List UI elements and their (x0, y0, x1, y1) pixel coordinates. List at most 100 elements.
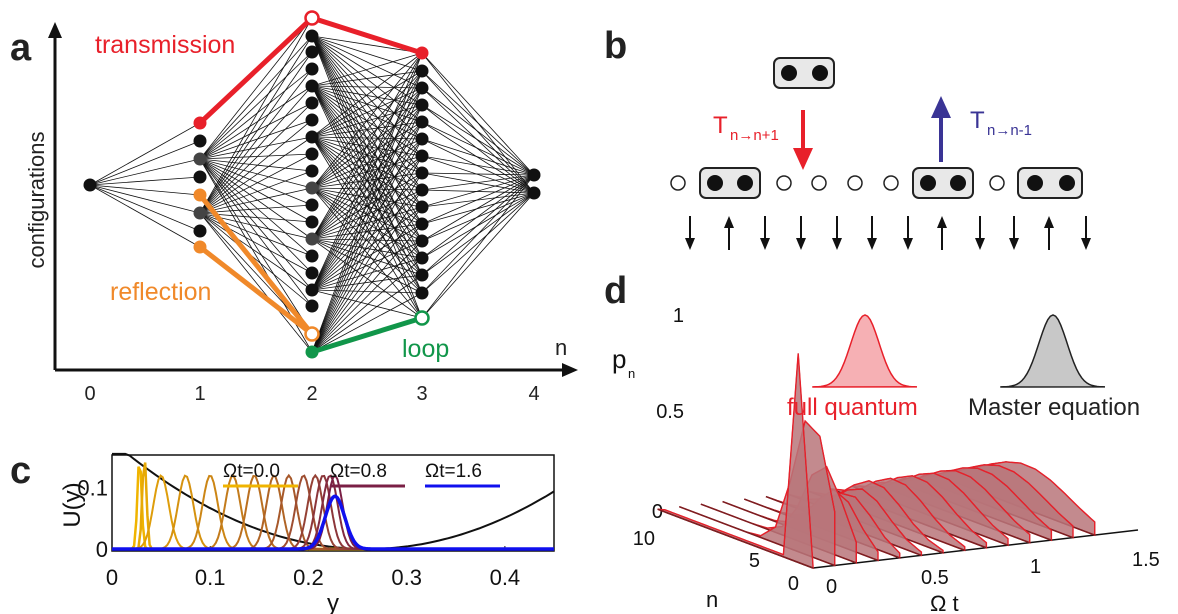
empty-site (989, 175, 1005, 191)
configuration-node (415, 81, 429, 95)
panel-d-n-label: n (706, 587, 718, 612)
panel-a-edge (421, 70, 535, 176)
quantum-slice-outline (657, 353, 814, 570)
panel-d-n-tick-10: 10 (633, 528, 655, 550)
configuration-node (305, 113, 319, 127)
panel-d-t-tick-1.5: 1.5 (1132, 549, 1160, 571)
configuration-node (193, 224, 207, 238)
panel-a-edge (199, 17, 313, 214)
panel-a-edge (199, 153, 313, 214)
panel-a-edge (421, 138, 535, 194)
panel-c-label: c (10, 450, 31, 492)
panel-a-x-arrow (562, 363, 578, 377)
panel-a-edge (311, 52, 423, 240)
panel-a-x-tick: 0 (84, 383, 95, 405)
panel-a-edge (311, 104, 423, 291)
panel-a-edge (311, 52, 423, 353)
configuration-node (415, 234, 429, 248)
panel-a-edge (311, 70, 423, 138)
panel-a-edge (199, 85, 313, 160)
configuration-node (415, 200, 429, 214)
panel-a-x-tick: 1 (194, 383, 205, 405)
configuration-node (305, 45, 319, 59)
panel-a-edge (421, 172, 535, 176)
panel-c-frame (111, 454, 555, 552)
panel-a-edge (311, 206, 423, 291)
t-down-arrow-head (931, 96, 951, 118)
panel-a-edge (311, 223, 423, 291)
panel-a-edge (421, 174, 535, 276)
configuration-node (193, 116, 207, 130)
spin-up-icon (724, 216, 734, 228)
panel-a-edge (89, 184, 201, 232)
configuration-node (304, 326, 320, 342)
panel-a-edge (199, 35, 313, 214)
panel-a-edge (311, 85, 423, 89)
spin-down-icon (832, 238, 842, 250)
configuration-node (415, 132, 429, 146)
panel-d-z-label-sub: n (628, 366, 635, 381)
configuration-node (305, 62, 319, 76)
panel-a-nodes (83, 10, 541, 359)
empty-site (811, 175, 827, 191)
panel-a-edge (421, 192, 535, 208)
legend-master-label: Master equation (968, 394, 1140, 421)
panel-a-edge (311, 52, 423, 138)
panel-a-edge (199, 212, 313, 291)
panel-a-edge (421, 192, 535, 319)
panel-a-edge (311, 52, 423, 291)
configuration-node (305, 29, 319, 43)
panel-a-edge (199, 204, 313, 214)
panel-a-edge (199, 136, 313, 214)
panel-a-ticks: 0 1 2 3 4 (84, 383, 539, 405)
panel-a-edge (421, 192, 535, 242)
panel-c-legend-label: Ωt=1.6 (425, 461, 482, 482)
panel-a-x-tick: 3 (416, 383, 427, 405)
panel-a-edge (311, 35, 423, 106)
panel-a-edge (199, 136, 313, 160)
panel-a-edge (89, 176, 201, 186)
spin-down-icon (975, 238, 985, 250)
panel-a-edge (311, 289, 423, 294)
panel-a-y-arrow (48, 22, 62, 38)
panel-a-edge (199, 51, 313, 160)
slice-baseline (657, 508, 814, 569)
panel-a-edge (311, 70, 423, 87)
panel-a-edge (311, 70, 423, 353)
panel-a-edge (421, 138, 535, 176)
panel-a-edge (199, 158, 313, 223)
panel-a-edge (421, 174, 535, 191)
panel-a-edge (199, 68, 313, 160)
spin-up-icon (937, 216, 947, 228)
panel-a-edge (311, 238, 423, 319)
panel-a-edge (421, 155, 535, 176)
panel-a-edge (199, 85, 313, 214)
panel-a-edge (311, 70, 423, 291)
configuration-node (305, 96, 319, 110)
empty-site (670, 175, 686, 191)
configuration-node (305, 181, 319, 195)
panel-c-x-tick: 0 (106, 565, 118, 590)
dimer-atom (781, 65, 797, 81)
panel-c-x-tick: 0.4 (490, 565, 521, 590)
panel-a-edge (311, 52, 423, 189)
panel-c-legend-label: Ωt=0.8 (330, 461, 387, 482)
panel-d-t-label: Ω t (930, 591, 959, 614)
spin-down-icon (1009, 238, 1019, 250)
panel-d-t-tick-1: 1 (1030, 556, 1041, 578)
configuration-node (305, 164, 319, 178)
configuration-node (304, 10, 320, 26)
loop-path (311, 315, 423, 355)
configuration-node (305, 130, 319, 144)
panel-c-ticks: 0 0.1 0.2 0.3 0.4 0 0.1 (77, 476, 520, 590)
panel-a-edge (311, 274, 423, 353)
configuration-node (415, 268, 429, 282)
panel-a-edge (199, 212, 313, 307)
dimer-atom (1059, 175, 1075, 191)
empty-site (776, 175, 792, 191)
panel-a-edge (421, 192, 535, 294)
t-down-label: T (970, 107, 985, 134)
reflection-label: reflection (110, 278, 211, 306)
dimer-atom (812, 65, 828, 81)
panel-d-z-tick-0: 0 (652, 501, 663, 523)
